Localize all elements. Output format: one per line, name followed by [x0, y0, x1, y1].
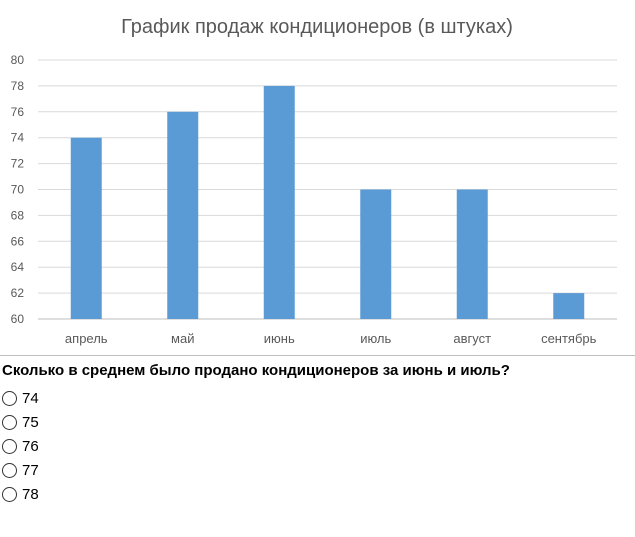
- x-tick-label: сентябрь: [541, 331, 597, 346]
- answer-label: 76: [22, 437, 39, 455]
- x-tick-label: июнь: [264, 331, 295, 346]
- radio-button[interactable]: [2, 462, 17, 478]
- y-tick-label: 68: [11, 208, 25, 222]
- radio-button[interactable]: [2, 486, 17, 502]
- y-tick-label: 66: [11, 234, 25, 248]
- answer-option-77[interactable]: 77: [2, 458, 39, 482]
- y-tick-label: 80: [11, 53, 25, 67]
- divider: [0, 355, 635, 356]
- answer-option-75[interactable]: 75: [2, 410, 39, 434]
- x-tick-label: май: [171, 331, 194, 346]
- bar-август: [456, 189, 488, 319]
- bar-апрель: [70, 137, 102, 319]
- y-tick-label: 64: [11, 260, 25, 274]
- x-tick-label: август: [453, 331, 491, 346]
- y-tick-label: 78: [11, 79, 25, 93]
- chart-title: График продаж кондиционеров (в штуках): [121, 16, 513, 38]
- y-tick-label: 60: [11, 312, 25, 326]
- x-tick-label: апрель: [65, 331, 108, 346]
- answer-options: 74 75 76 77 78: [2, 386, 39, 506]
- answer-option-78[interactable]: 78: [2, 482, 39, 506]
- y-tick-label: 76: [11, 105, 25, 119]
- answer-label: 75: [22, 413, 39, 431]
- answer-label: 77: [22, 461, 39, 479]
- bar-июль: [360, 189, 392, 319]
- bar-май: [167, 111, 199, 319]
- question-text: Сколько в среднем было продано кондицион…: [2, 362, 510, 379]
- answer-option-76[interactable]: 76: [2, 434, 39, 458]
- bar-сентябрь: [553, 293, 585, 319]
- bar-июнь: [263, 85, 295, 320]
- answer-label: 74: [22, 389, 39, 407]
- chart-bars: [70, 85, 585, 320]
- x-axis-labels: апрель май июнь июль август сентябрь: [65, 331, 597, 346]
- y-tick-label: 72: [11, 157, 25, 171]
- x-tick-label: июль: [360, 331, 391, 346]
- y-axis-labels: 60 62 64 66 68 70 72 74 76 78 80: [11, 53, 25, 326]
- bar-chart: График продаж кондиционеров (в штуках) 6…: [11, 16, 617, 346]
- chart-gridlines: [38, 59, 617, 320]
- answer-label: 78: [22, 485, 39, 503]
- radio-button[interactable]: [2, 438, 17, 454]
- y-tick-label: 70: [11, 183, 25, 197]
- radio-button[interactable]: [2, 390, 17, 406]
- y-tick-label: 74: [11, 131, 25, 145]
- y-tick-label: 62: [11, 286, 25, 300]
- answer-option-74[interactable]: 74: [2, 386, 39, 410]
- radio-button[interactable]: [2, 414, 17, 430]
